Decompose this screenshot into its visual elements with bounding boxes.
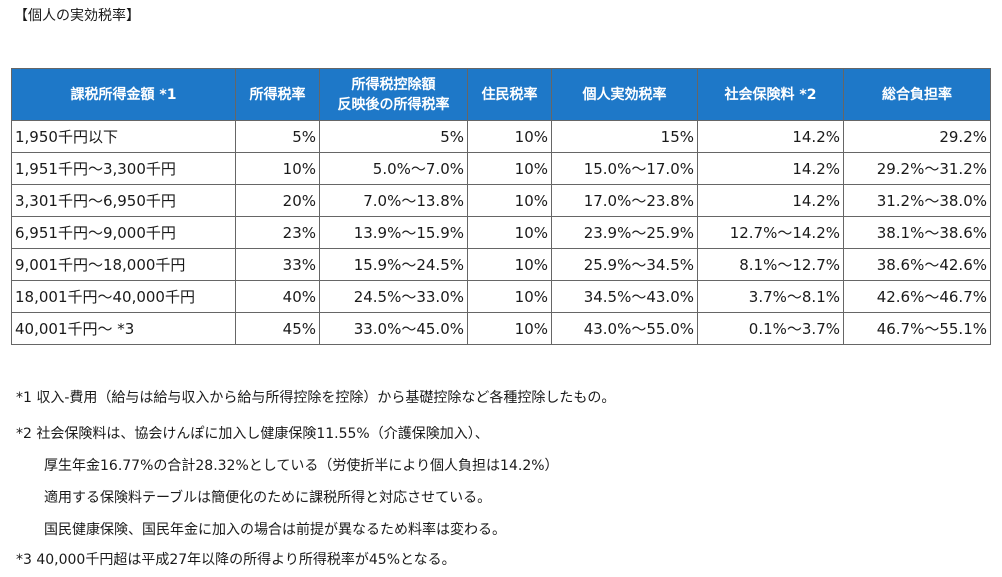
footnote-2: *2 社会保険料は、協会けんぽに加入し健康保険11.55%（介護保険加入）、 (16, 426, 489, 442)
cell-resident-tax-rate: 10% (467, 120, 552, 153)
cell-adjusted-income-tax-rate: 33.0%～45.0% (319, 312, 468, 345)
header-effective-tax-rate: 個人実効税率 (551, 68, 698, 121)
cell-income-tax-rate: 45% (235, 312, 320, 345)
cell-effective-tax-rate: 23.9%～25.9% (551, 216, 698, 249)
cell-income-tax-rate: 5% (235, 120, 320, 153)
header-text: 社会保険料 *2 (724, 86, 817, 103)
header-income-tax-rate: 所得税率 (235, 68, 320, 121)
header-adjusted-income-tax-rate: 所得税控除額 反映後の所得税率 (319, 68, 468, 121)
cell-taxable-income: 1,951千円～3,300千円 (11, 152, 236, 185)
header-social-insurance: 社会保険料 *2 (697, 68, 844, 121)
header-resident-tax-rate: 住民税率 (467, 68, 552, 121)
cell-income-tax-rate: 40% (235, 280, 320, 313)
cell-resident-tax-rate: 10% (467, 280, 552, 313)
cell-adjusted-income-tax-rate: 15.9%～24.5% (319, 248, 468, 281)
cell-taxable-income: 40,001千円～ *3 (11, 312, 236, 345)
cell-income-tax-rate: 10% (235, 152, 320, 185)
cell-effective-tax-rate: 17.0%～23.8% (551, 184, 698, 217)
cell-resident-tax-rate: 10% (467, 184, 552, 217)
table-row: 18,001千円～40,000千円 40% 24.5%～33.0% 10% 34… (11, 280, 991, 313)
cell-social-insurance: 0.1%～3.7% (697, 312, 844, 345)
header-text: 反映後の所得税率 (337, 96, 450, 113)
header-text: 課税所得金額 *1 (70, 86, 177, 103)
cell-effective-tax-rate: 25.9%～34.5% (551, 248, 698, 281)
cell-total-burden-rate: 29.2%～31.2% (843, 152, 991, 185)
cell-total-burden-rate: 42.6%～46.7% (843, 280, 991, 313)
cell-adjusted-income-tax-rate: 24.5%～33.0% (319, 280, 468, 313)
cell-effective-tax-rate: 15.0%～17.0% (551, 152, 698, 185)
cell-effective-tax-rate: 43.0%～55.0% (551, 312, 698, 345)
cell-social-insurance: 14.2% (697, 152, 844, 185)
cell-total-burden-rate: 38.6%～42.6% (843, 248, 991, 281)
header-text: 所得税控除額 (351, 76, 436, 93)
cell-social-insurance: 14.2% (697, 120, 844, 153)
cell-adjusted-income-tax-rate: 7.0%～13.8% (319, 184, 468, 217)
header-text: 個人実効税率 (582, 86, 667, 103)
cell-total-burden-rate: 29.2% (843, 120, 991, 153)
cell-adjusted-income-tax-rate: 5.0%～7.0% (319, 152, 468, 185)
header-text: 総合負担率 (882, 86, 952, 103)
cell-resident-tax-rate: 10% (467, 312, 552, 345)
cell-income-tax-rate: 23% (235, 216, 320, 249)
cell-total-burden-rate: 38.1%～38.6% (843, 216, 991, 249)
cell-total-burden-rate: 31.2%～38.0% (843, 184, 991, 217)
table-header-row: 課税所得金額 *1 所得税率 所得税控除額 反映後の所得税率 住民税率 個人実効税… (11, 68, 991, 121)
footnote-2-line-2: 厚生年金16.77%の合計28.32%としている（労使折半により個人負担は14.… (44, 458, 559, 474)
cell-adjusted-income-tax-rate: 5% (319, 120, 468, 153)
cell-social-insurance: 3.7%～8.1% (697, 280, 844, 313)
cell-resident-tax-rate: 10% (467, 152, 552, 185)
footnote-3: *3 40,000千円超は平成27年以降の所得より所得税率が45%となる。 (16, 552, 456, 568)
header-total-burden-rate: 総合負担率 (843, 68, 991, 121)
cell-taxable-income: 18,001千円～40,000千円 (11, 280, 236, 313)
cell-taxable-income: 9,001千円～18,000千円 (11, 248, 236, 281)
cell-taxable-income: 6,951千円～9,000千円 (11, 216, 236, 249)
cell-resident-tax-rate: 10% (467, 216, 552, 249)
cell-adjusted-income-tax-rate: 13.9%～15.9% (319, 216, 468, 249)
table-row: 40,001千円～ *3 45% 33.0%～45.0% 10% 43.0%～5… (11, 312, 991, 345)
cell-social-insurance: 8.1%～12.7% (697, 248, 844, 281)
header-taxable-income: 課税所得金額 *1 (11, 68, 236, 121)
cell-income-tax-rate: 33% (235, 248, 320, 281)
table-row: 9,001千円～18,000千円 33% 15.9%～24.5% 10% 25.… (11, 248, 991, 281)
cell-social-insurance: 12.7%～14.2% (697, 216, 844, 249)
cell-resident-tax-rate: 10% (467, 248, 552, 281)
cell-effective-tax-rate: 34.5%～43.0% (551, 280, 698, 313)
footnote-2-line-4: 国民健康保険、国民年金に加入の場合は前提が異なるため料率は変わる。 (44, 522, 506, 538)
header-text: 所得税率 (249, 86, 306, 103)
cell-taxable-income: 1,950千円以下 (11, 120, 236, 153)
page-title: 【個人の実効税率】 (14, 8, 140, 24)
cell-social-insurance: 14.2% (697, 184, 844, 217)
cell-total-burden-rate: 46.7%～55.1% (843, 312, 991, 345)
table-row: 1,951千円～3,300千円 10% 5.0%～7.0% 10% 15.0%～… (11, 152, 991, 185)
cell-effective-tax-rate: 15% (551, 120, 698, 153)
footnote-1: *1 収入-費用（給与は給与収入から給与所得控除を控除）から基礎控除など各種控除… (16, 390, 616, 406)
table-row: 6,951千円～9,000千円 23% 13.9%～15.9% 10% 23.9… (11, 216, 991, 249)
header-text: 住民税率 (481, 86, 538, 103)
cell-income-tax-rate: 20% (235, 184, 320, 217)
table-row: 3,301千円～6,950千円 20% 7.0%～13.8% 10% 17.0%… (11, 184, 991, 217)
cell-taxable-income: 3,301千円～6,950千円 (11, 184, 236, 217)
effective-tax-rate-table: 課税所得金額 *1 所得税率 所得税控除額 反映後の所得税率 住民税率 個人実効税… (11, 68, 991, 345)
table-row: 1,950千円以下 5% 5% 10% 15% 14.2% 29.2% (11, 120, 991, 153)
footnote-2-line-3: 適用する保険料テーブルは簡便化のために課税所得と対応させている。 (44, 490, 492, 506)
